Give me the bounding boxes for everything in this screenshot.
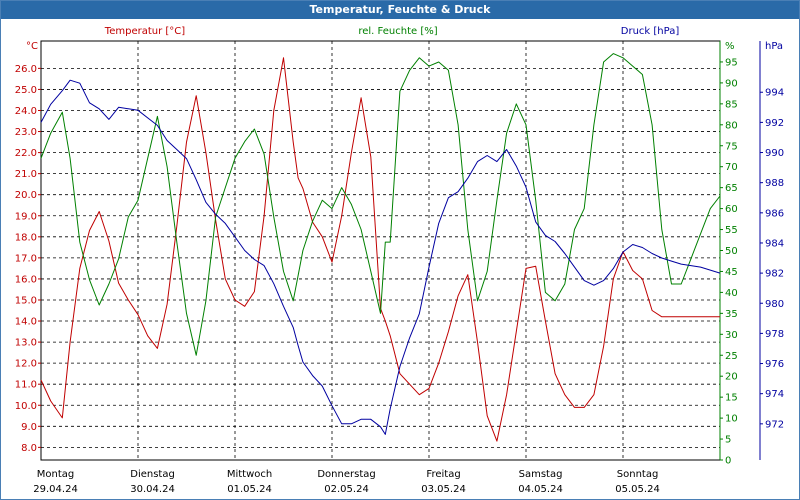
x-tick-date: 03.05.24 [421,484,466,495]
humidity-tick-label: 55 [725,225,738,236]
humidity-tick-label: 25 [725,351,738,362]
humidity-unit-label: % [725,41,735,52]
pressure-axis-title: Druck [hPa] [621,26,680,37]
humidity-tick-label: 35 [725,309,738,320]
temperature-tick-label: 20.0 [15,190,37,201]
humidity-tick-label: 80 [725,120,738,131]
pressure-unit-label: hPa [765,41,783,52]
x-tick-date: 29.04.24 [33,484,78,495]
temperature-tick-label: 22.0 [15,148,37,159]
x-tick-date: 02.05.24 [324,484,369,495]
temperature-tick-label: 25.0 [15,85,37,96]
x-tick-weekday: Freitag [426,469,460,480]
x-tick-weekday: Sonntag [617,469,659,480]
temperature-tick-label: 23.0 [15,127,37,138]
pressure-axis: 972 974 976 978 980 982 984 986 988 990 992 994 [759,41,784,460]
humidity-tick-label: 30 [725,330,738,341]
temperature-tick-label: 11.0 [15,380,37,391]
x-tick-weekday: Montag [37,469,74,480]
temperature-tick-label: 8.0 [21,443,37,454]
temperature-tick-label: 12.0 [15,359,37,370]
humidity-tick-label: 50 [725,246,738,257]
pressure-tick-label: 994 [765,88,784,99]
humidity-axis: 0 5 10 15 20 25 30 35 40 45 50 55 60 65 70 75 80 85 90 95 [719,41,738,467]
humidity-tick-label: 45 [725,267,738,278]
temperature-tick-label: 15.0 [15,295,37,306]
x-tick-date: 04.05.24 [518,484,563,495]
humidity-tick-label: 0 [725,456,731,467]
x-tick-weekday: Mittwoch [227,469,272,480]
x-axis-labels: Montag 29.04.24 Dienstag 30.04.24 Mittwoch 01… [33,469,660,495]
x-tick-date: 30.04.24 [130,484,175,495]
temperature-axis-title: Temperatur [°C] [104,26,185,37]
pressure-series-line [40,79,721,435]
x-tick-weekday: Dienstag [130,469,175,480]
humidity-tick-label: 90 [725,78,738,89]
pressure-tick-label: 980 [765,299,784,310]
x-tick-weekday: Donnerstag [317,469,375,480]
temperature-tick-label: 10.0 [15,401,37,412]
pressure-tick-label: 974 [765,389,784,400]
temperature-axis: 8.0 9.0 10.0 11.0 12.0 13.0 14.0 15.0 16.0 17.0 18… [15,64,41,454]
series-group [40,53,721,442]
temperature-tick-label: 9.0 [21,422,37,433]
humidity-tick-label: 65 [725,183,738,194]
pressure-tick-label: 982 [765,269,784,280]
chart-title: Temperatur, Feuchte & Druck [1,1,799,19]
x-tick-date: 05.05.24 [615,484,660,495]
temperature-tick-label: 16.0 [15,274,37,285]
humidity-tick-label: 60 [725,204,738,215]
pressure-tick-label: 988 [765,178,784,189]
humidity-tick-label: 5 [725,435,731,446]
humidity-tick-label: 75 [725,141,738,152]
x-tick-weekday: Samstag [519,469,563,480]
temperature-unit-label: °C [26,41,38,52]
humidity-series-line [40,53,721,356]
pressure-tick-label: 984 [765,238,784,249]
humidity-axis-title: rel. Feuchte [%] [358,26,437,37]
humidity-tick-label: 20 [725,372,738,383]
temperature-tick-label: 21.0 [15,169,37,180]
pressure-tick-label: 972 [765,419,784,430]
pressure-tick-label: 978 [765,329,784,340]
humidity-tick-label: 15 [725,393,738,404]
temperature-tick-label: 13.0 [15,338,37,349]
humidity-tick-label: 40 [725,288,738,299]
humidity-tick-label: 85 [725,99,738,110]
plot-area [40,40,721,461]
pressure-tick-label: 990 [765,148,784,159]
humidity-tick-label: 95 [725,57,738,68]
x-tick-date: 01.05.24 [227,484,272,495]
temperature-tick-label: 19.0 [15,211,37,222]
humidity-tick-label: 10 [725,414,738,425]
pressure-tick-label: 986 [765,208,784,219]
pressure-tick-label: 976 [765,359,784,370]
humidity-tick-label: 70 [725,162,738,173]
temperature-tick-label: 17.0 [15,253,37,264]
pressure-tick-label: 992 [765,118,784,129]
temperature-tick-label: 26.0 [15,64,37,75]
temperature-tick-label: 18.0 [15,232,37,243]
temperature-tick-label: 14.0 [15,317,37,328]
temperature-tick-label: 24.0 [15,106,37,117]
